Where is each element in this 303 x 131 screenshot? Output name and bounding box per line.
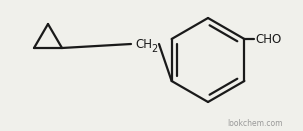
- Text: 2: 2: [151, 43, 157, 53]
- Text: CHO: CHO: [255, 33, 281, 46]
- Text: CH: CH: [135, 39, 152, 51]
- Text: lookchem.com: lookchem.com: [227, 119, 283, 129]
